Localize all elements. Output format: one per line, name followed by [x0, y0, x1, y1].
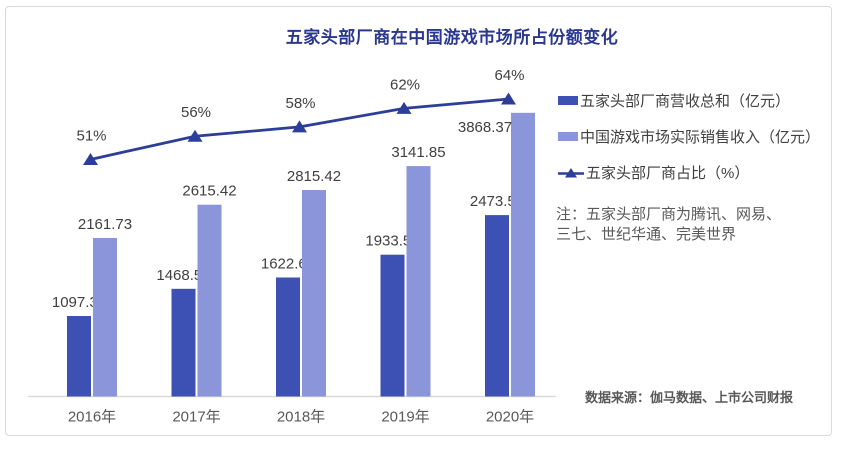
bar-value-label: 2161.73: [78, 216, 132, 233]
bar-value-label: 1097.38: [52, 294, 106, 311]
share-marker-triangle-icon: [501, 92, 516, 105]
legend-swatch-light-bar-icon: [558, 132, 578, 141]
chart-note: 注：五家头部厂商为腾讯、网易、 三七、世纪华通、完美世界: [556, 205, 808, 245]
legend-label-market-revenue: 中国游戏市场实际销售收入（亿元）: [580, 129, 821, 146]
bar-value-label: 1933.56: [365, 233, 419, 250]
x-axis-label: 2016年: [68, 408, 116, 425]
share-value-label: 64%: [494, 67, 524, 84]
share-value-label: 58%: [285, 95, 315, 112]
bar-value-label: 3141.85: [391, 144, 445, 161]
legend-item-share-line: 五家头部厂商占比（%）: [558, 162, 820, 183]
x-axis-label: 2020年: [486, 408, 534, 425]
share-marker-triangle-icon: [396, 101, 412, 114]
bar: [276, 277, 300, 397]
share-value-label: 62%: [390, 76, 420, 93]
bar-value-label: 2815.42: [287, 168, 341, 185]
x-axis-label: 2018年: [277, 408, 325, 425]
bar: [380, 254, 405, 397]
bar: [171, 288, 196, 397]
bar-value-label: 1622.61: [261, 255, 315, 272]
data-source: 数据来源：伽马数据、上市公司财报: [584, 390, 793, 405]
bar-value-label: 2615.42: [182, 183, 236, 200]
legend-label-share-line: 五家头部厂商占比（%）: [586, 165, 750, 182]
legend-item-vendor-revenue: 五家头部厂商营收总和（亿元）: [558, 90, 820, 111]
chart-note-line2: 三七、世纪华通、完美世界: [556, 226, 737, 243]
chart-note-line1: 注：五家头部厂商为腾讯、网易、: [556, 206, 782, 223]
share-value-label: 56%: [181, 104, 211, 121]
bar-value-label: 1468.53: [156, 267, 210, 284]
bar: [93, 237, 117, 397]
bar: [485, 215, 509, 397]
chart-title: 五家头部厂商在中国游戏市场所占份额变化: [285, 28, 619, 47]
bar: [197, 204, 222, 397]
x-axis-label: 2017年: [172, 408, 220, 425]
share-value-label: 51%: [76, 127, 106, 144]
bar: [67, 316, 91, 397]
bar: [302, 190, 326, 397]
share-marker-triangle-icon: [83, 152, 98, 165]
share-marker-triangle-icon: [292, 120, 307, 133]
legend-item-market-revenue: 中国游戏市场实际销售收入（亿元）: [558, 126, 820, 147]
legend-swatch-dark-bar-icon: [558, 96, 578, 105]
x-axis-label: 2019年: [381, 408, 429, 425]
share-marker-triangle-icon: [187, 129, 203, 142]
legend-label-vendor-revenue: 五家头部厂商营收总和（亿元）: [580, 93, 791, 110]
legend: 五家头部厂商营收总和（亿元） 中国游戏市场实际销售收入（亿元） 五家头部厂商占比…: [558, 90, 820, 183]
bar: [511, 112, 535, 397]
bar: [406, 166, 431, 397]
bar-value-label: 3868.37: [458, 119, 512, 136]
legend-line-marker-icon: [558, 167, 584, 177]
bar-value-label: 2473.51: [470, 193, 524, 210]
